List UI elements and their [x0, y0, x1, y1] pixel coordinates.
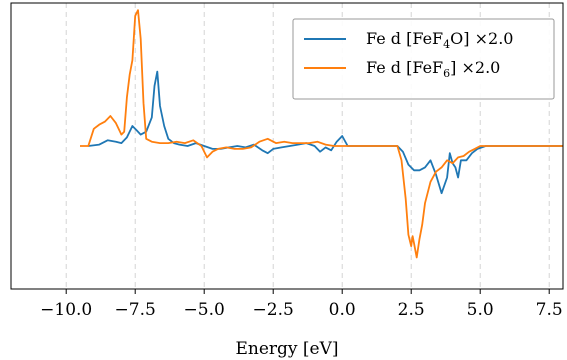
x-ticks: −10.0 −7.5 −5.0 −2.5 0.0 2.5 5.0 7.5	[40, 289, 563, 320]
series-line-2	[80, 9, 563, 259]
x-tick-label: −2.5	[253, 300, 294, 320]
x-axis-label: Energy [eV]	[235, 339, 338, 359]
x-tick-label: 0.0	[329, 300, 356, 320]
x-tick-label: 5.0	[467, 300, 494, 320]
x-tick-label: −10.0	[40, 300, 92, 320]
x-tick-label: 2.5	[398, 300, 425, 320]
x-tick-label: 7.5	[536, 300, 563, 320]
legend-box	[292, 18, 555, 100]
legend: Fe d [FeF4O] ×2.0 Fe d [FeF6] ×2.0	[292, 18, 555, 100]
series-layer	[80, 9, 563, 259]
legend-label-2: Fe d [FeF6] ×2.0	[366, 58, 500, 80]
plot-frame	[10, 2, 564, 290]
legend-label-1: Fe d [FeF4O] ×2.0	[366, 29, 513, 51]
x-tick-label: −7.5	[115, 300, 156, 320]
x-tick-label: −5.0	[184, 300, 225, 320]
